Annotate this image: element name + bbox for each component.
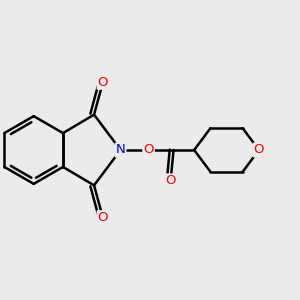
Text: O: O — [98, 211, 108, 224]
Text: N: N — [116, 143, 125, 157]
Text: O: O — [165, 174, 176, 188]
Text: O: O — [98, 76, 108, 89]
Text: O: O — [143, 143, 154, 157]
Text: O: O — [254, 143, 264, 157]
